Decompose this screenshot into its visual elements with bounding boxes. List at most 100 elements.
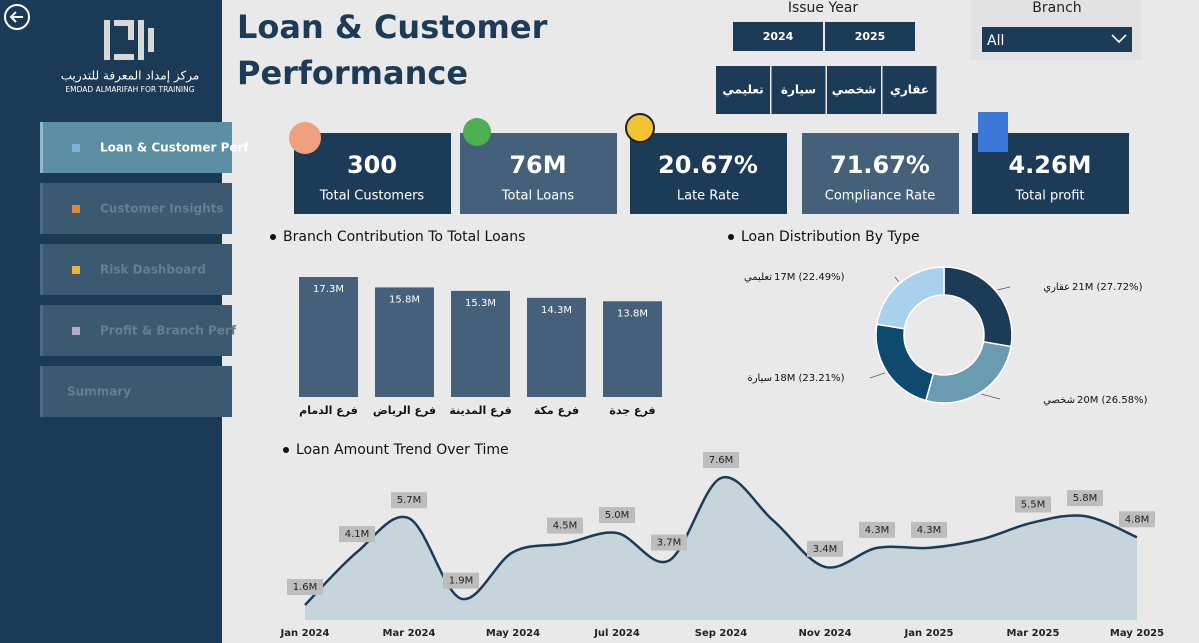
type-button[interactable]: [827, 66, 881, 114]
area: [305, 477, 1137, 620]
kpi-label: Total Loans: [501, 189, 575, 204]
data-label: 5.8M: [1073, 493, 1098, 504]
label-box: [339, 526, 375, 543]
x-tick-label: Jan 2024: [280, 628, 330, 639]
logo-mark: [104, 20, 154, 60]
nav-label: Profit & Branch Perf: [100, 324, 237, 338]
kpi-label: Total profit: [1014, 189, 1084, 204]
type-label: سيارة: [781, 83, 816, 97]
donut-slice: [924, 340, 1012, 404]
leader-line: [981, 393, 1001, 400]
label-box: [703, 452, 739, 468]
filter-label: Branch: [1032, 0, 1081, 16]
data-label: 4.3M: [865, 525, 890, 536]
nav-edge: [40, 305, 43, 356]
x-tick-label: Jan 2025: [904, 628, 954, 639]
x-tick-label: فرع جدة: [609, 404, 655, 417]
year-button[interactable]: [825, 22, 915, 51]
donut-slice: [875, 266, 945, 330]
type-label: شخصي: [832, 83, 876, 97]
x-tick-label: Nov 2024: [798, 628, 851, 639]
data-label: 5.7M: [397, 495, 422, 506]
nav-label: Risk Dashboard: [100, 263, 206, 277]
label-box: [1015, 496, 1051, 513]
data-label: 13.8M: [617, 308, 648, 319]
data-label: 1.9M: [449, 576, 474, 587]
type-button[interactable]: [771, 66, 826, 114]
nav-label: Loan & Customer Perf: [100, 141, 249, 155]
kpi-card: [294, 133, 451, 214]
label-box: [599, 507, 635, 524]
slice-category: شخصي: [1043, 395, 1075, 406]
data-label: 1.6M: [293, 582, 318, 593]
type-label: عقاري: [890, 83, 929, 97]
bar: [451, 290, 510, 397]
kpi-icon: [289, 122, 321, 154]
label-box: [651, 534, 687, 551]
nav-icon: [72, 266, 80, 274]
label-box: [391, 492, 427, 509]
bullet: [283, 447, 289, 453]
label-box: [443, 572, 479, 589]
bar: [375, 287, 434, 397]
bar: [527, 297, 586, 397]
back-button[interactable]: [4, 4, 30, 30]
branch-value: All: [987, 33, 1004, 49]
logo-arabic: مركز إمداد المعرفة للتدريب: [61, 69, 200, 84]
x-tick-label: Jul 2024: [593, 628, 640, 639]
type-label: تعليمي: [722, 83, 763, 97]
page-title: Loan & Customer Performance: [237, 8, 548, 92]
nav-edge: [40, 122, 43, 173]
slice-label: 20M (26.58%): [1077, 395, 1148, 406]
type-button[interactable]: [882, 66, 937, 114]
donut-slice: [875, 323, 935, 402]
filter-label: Issue Year: [788, 0, 859, 16]
kpi-label: Compliance Rate: [825, 189, 935, 204]
nav-edge: [40, 366, 43, 417]
label-box: [1119, 511, 1155, 528]
year-button[interactable]: [733, 22, 823, 51]
nav-icon: [72, 144, 80, 152]
label-box: [287, 579, 323, 595]
year-label: 2025: [855, 30, 886, 43]
kpi-label: Late Rate: [677, 189, 739, 204]
x-tick-label: Mar 2025: [1007, 628, 1060, 639]
bullet: [728, 234, 734, 240]
donut-slice: [943, 266, 1013, 348]
branch-dropdown[interactable]: [982, 27, 1132, 52]
bar: [603, 301, 662, 397]
data-label: 3.7M: [657, 538, 682, 549]
data-label: 5.0M: [605, 510, 630, 521]
nav-item[interactable]: [40, 366, 232, 417]
nav-label: Customer Insights: [100, 202, 224, 216]
kpi-icon: [978, 112, 1008, 152]
data-label: 3.4M: [813, 544, 838, 555]
slice-label: 21M (27.72%): [1072, 282, 1143, 293]
label-box: [1067, 490, 1103, 507]
kpi-icon: [625, 113, 655, 143]
logo-english: EMDAD ALMARIFAH FOR TRAINING: [65, 85, 194, 94]
nav-icon: [72, 205, 80, 213]
data-label: 5.5M: [1021, 499, 1046, 510]
slice-label: 17M (22.49%): [774, 272, 845, 283]
bar: [299, 277, 358, 397]
data-label: 4.5M: [553, 521, 578, 532]
kpi-icon: [463, 118, 491, 146]
data-label: 4.3M: [917, 525, 942, 536]
kpi-value: 300: [347, 151, 397, 179]
data-label: 15.3M: [465, 298, 496, 309]
data-label: 4.1M: [345, 529, 370, 540]
data-label: 4.8M: [1125, 514, 1150, 525]
kpi-label: Total Customers: [319, 189, 425, 204]
leader-line: [894, 276, 899, 282]
kpi-card: [460, 133, 617, 214]
type-button[interactable]: [716, 66, 770, 114]
nav-edge: [40, 244, 43, 295]
leader-line: [997, 286, 1011, 291]
data-label: 7.6M: [709, 455, 734, 466]
slice-category: تعليمي: [744, 272, 772, 283]
label-box: [859, 521, 895, 538]
year-label: 2024: [763, 30, 794, 43]
x-tick-label: فرع الدمام: [299, 404, 358, 417]
